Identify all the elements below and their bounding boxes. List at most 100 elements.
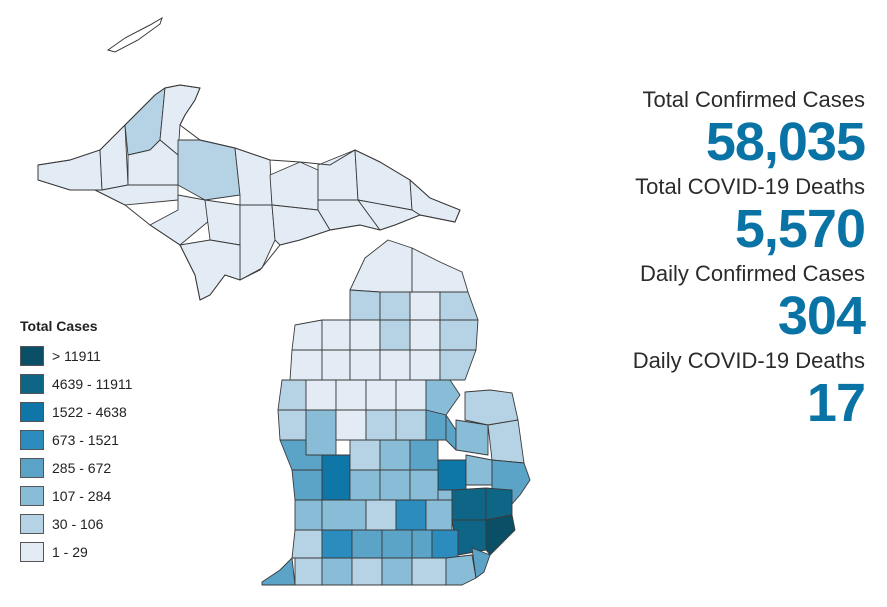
legend-item: 4639 - 11911 — [20, 370, 200, 398]
county[interactable] — [409, 439, 439, 471]
county[interactable] — [321, 349, 351, 381]
legend-label: 673 - 1521 — [52, 432, 119, 448]
county[interactable] — [99, 124, 129, 191]
county[interactable] — [487, 419, 525, 464]
legend-label: 30 - 106 — [52, 516, 104, 532]
county[interactable] — [351, 557, 383, 586]
county[interactable] — [349, 439, 381, 471]
county[interactable] — [349, 469, 381, 501]
county[interactable] — [425, 379, 461, 416]
county[interactable] — [379, 349, 411, 381]
county[interactable] — [291, 319, 323, 351]
legend-swatch — [20, 486, 44, 506]
county[interactable] — [411, 529, 433, 559]
county[interactable] — [411, 247, 469, 293]
county[interactable] — [379, 469, 411, 501]
county[interactable] — [431, 529, 459, 559]
county[interactable] — [321, 529, 353, 559]
county[interactable] — [349, 239, 413, 293]
county[interactable] — [321, 454, 351, 501]
county[interactable] — [464, 389, 519, 426]
legend-item: 107 - 284 — [20, 482, 200, 510]
total-deaths-label: Total COVID-19 Deaths — [635, 174, 865, 199]
county[interactable] — [321, 319, 351, 351]
legend-label: 1522 - 4638 — [52, 404, 127, 420]
county[interactable] — [234, 147, 273, 206]
county[interactable] — [149, 194, 211, 246]
legend-swatch — [20, 458, 44, 478]
legend-item: 1522 - 4638 — [20, 398, 200, 426]
county[interactable] — [409, 349, 441, 381]
county[interactable] — [317, 149, 359, 201]
county[interactable] — [395, 379, 427, 411]
legend-swatch — [20, 542, 44, 562]
county[interactable] — [485, 487, 513, 521]
daily-deaths-value: 17 — [806, 373, 866, 433]
county[interactable] — [351, 529, 383, 559]
county[interactable] — [381, 557, 413, 586]
county[interactable] — [365, 409, 397, 441]
county[interactable] — [179, 239, 241, 301]
legend-swatch — [20, 430, 44, 450]
county[interactable] — [485, 514, 516, 556]
county[interactable] — [335, 379, 367, 411]
county[interactable] — [349, 289, 381, 321]
county[interactable] — [289, 349, 323, 381]
total-confirmed-value: 58,035 — [705, 112, 866, 172]
county[interactable] — [445, 554, 477, 586]
county[interactable] — [379, 319, 411, 351]
county[interactable] — [204, 199, 241, 246]
county[interactable] — [294, 557, 323, 586]
county[interactable] — [379, 291, 411, 321]
legend-label: 1 - 29 — [52, 544, 88, 560]
county[interactable] — [439, 349, 477, 381]
county[interactable] — [381, 529, 413, 559]
county[interactable] — [425, 499, 453, 531]
county[interactable] — [239, 204, 276, 281]
county[interactable] — [471, 547, 491, 579]
county[interactable] — [294, 499, 323, 531]
daily-deaths-label: Daily COVID-19 Deaths — [632, 348, 865, 373]
county[interactable] — [365, 499, 397, 531]
county[interactable] — [409, 291, 441, 321]
legend-swatch — [20, 346, 44, 366]
county[interactable] — [365, 379, 397, 411]
county[interactable] — [177, 139, 241, 201]
county[interactable] — [321, 557, 353, 586]
county[interactable] — [465, 454, 493, 486]
county[interactable] — [437, 489, 453, 501]
legend-swatch — [20, 402, 44, 422]
county[interactable] — [269, 161, 319, 211]
county[interactable] — [277, 409, 307, 441]
county[interactable] — [379, 439, 411, 471]
legend-label: > 11911 — [52, 348, 101, 364]
county[interactable] — [291, 529, 323, 559]
county[interactable] — [425, 409, 447, 441]
total-deaths-value: 5,570 — [734, 199, 866, 259]
county[interactable] — [409, 469, 439, 501]
county[interactable] — [409, 319, 441, 351]
county[interactable] — [305, 379, 337, 411]
county[interactable] — [349, 349, 381, 381]
county[interactable] — [437, 459, 467, 491]
legend-swatch — [20, 514, 44, 534]
county[interactable] — [37, 149, 103, 191]
legend-items: > 11911 4639 - 11911 1522 - 4638 673 - 1521… — [20, 342, 200, 566]
county[interactable] — [335, 409, 367, 441]
legend-item: 285 - 672 — [20, 454, 200, 482]
county[interactable] — [305, 409, 337, 456]
county[interactable] — [445, 414, 457, 451]
county[interactable] — [395, 499, 427, 531]
county[interactable] — [277, 379, 307, 411]
county[interactable] — [291, 469, 323, 501]
county[interactable] — [349, 319, 381, 351]
county[interactable] — [321, 499, 367, 531]
legend-item: 1 - 29 — [20, 538, 200, 566]
county[interactable] — [455, 419, 489, 456]
county[interactable] — [439, 319, 479, 351]
county[interactable] — [411, 557, 447, 586]
county[interactable] — [451, 487, 487, 521]
county[interactable] — [261, 557, 296, 586]
county[interactable] — [439, 291, 479, 321]
county[interactable] — [395, 409, 427, 441]
